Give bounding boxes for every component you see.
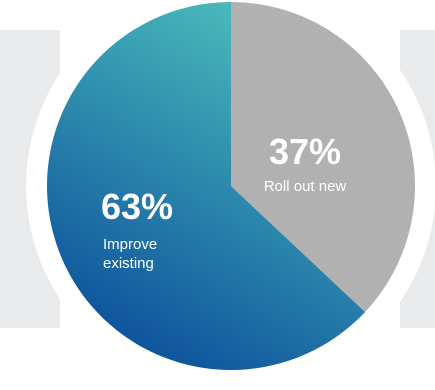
slice-value-label-roll-out-new: 37% xyxy=(269,131,341,172)
slice-category-label-improve-existing-line1: Improve xyxy=(103,236,157,253)
pie-slice-roll-out-new xyxy=(231,1,416,312)
slice-value-label-improve-existing: 63% xyxy=(101,186,173,227)
slice-category-label-roll-out-new: Roll out new xyxy=(264,178,347,195)
pie-slice-improve-existing xyxy=(47,2,366,371)
slice-category-label-improve-existing-line2: existing xyxy=(103,255,154,272)
